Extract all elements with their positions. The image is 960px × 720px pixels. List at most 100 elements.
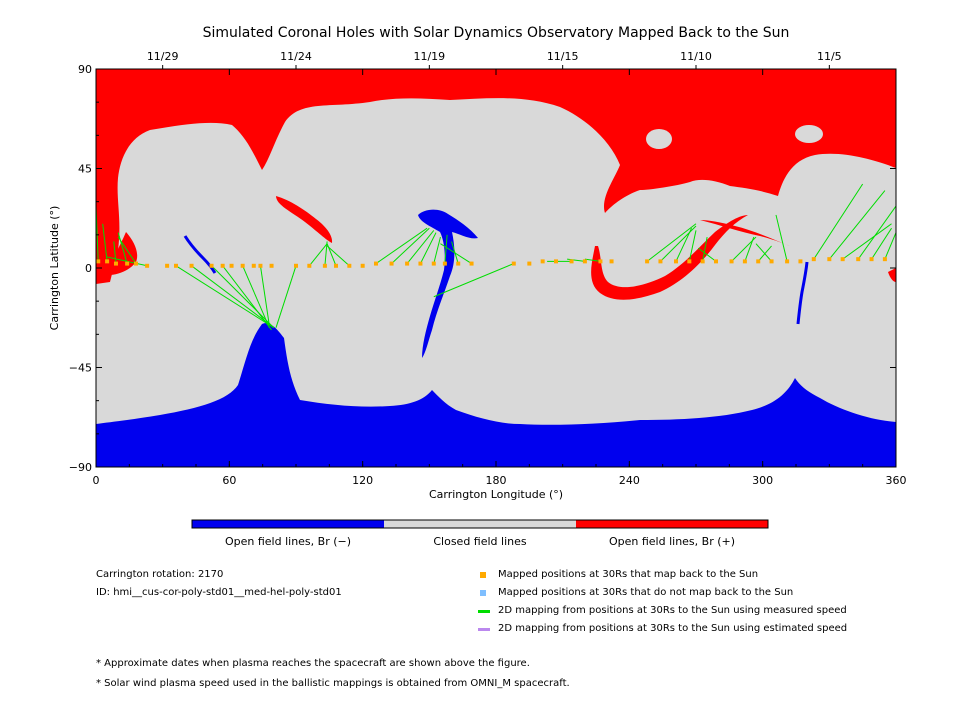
mapping-line	[755, 243, 772, 262]
color-bar-label: Open field lines, Br (+)	[609, 535, 735, 548]
mapping-line	[117, 236, 137, 264]
mapped-point	[189, 263, 194, 268]
mapped-point	[220, 263, 225, 268]
mapping-line	[326, 245, 350, 267]
mapping-line	[222, 265, 272, 331]
mapped-point	[307, 263, 312, 268]
mapping-line	[191, 265, 275, 329]
mapped-point	[569, 259, 574, 264]
mapped-point	[840, 257, 845, 262]
color-bar-segment	[576, 520, 768, 528]
mapped-point	[240, 263, 245, 268]
chart-title: Simulated Coronal Holes with Solar Dynam…	[203, 25, 790, 41]
mapped-point	[229, 263, 234, 268]
date-label: 11/29	[147, 50, 179, 63]
mapped-point	[769, 259, 774, 264]
mapping-line	[419, 232, 437, 264]
mapping-line	[646, 223, 697, 262]
mapped-point	[856, 257, 861, 262]
orange-square-icon	[480, 572, 486, 578]
legend-label: Mapped positions at 30Rs that do not map…	[498, 587, 794, 598]
mapping-line	[175, 265, 275, 329]
mapped-point	[527, 261, 532, 266]
date-label: 11/15	[547, 50, 579, 63]
mapping-line	[324, 241, 328, 266]
closed-island	[795, 125, 823, 143]
mapping-line	[884, 232, 896, 260]
light-blue-square-icon	[480, 590, 486, 596]
mapping-line	[102, 223, 108, 262]
mapped-point	[469, 261, 474, 266]
mapping-line	[440, 243, 472, 264]
mapping-line	[211, 265, 275, 329]
positive-edge-right	[888, 268, 896, 282]
mapping-line	[444, 234, 448, 264]
mapped-point	[609, 259, 614, 264]
y-tick-label: −90	[69, 461, 92, 474]
x-tick-label: 120	[352, 474, 373, 487]
mapped-point	[96, 259, 101, 264]
info-block: Carrington rotation: 2170 ID: hmi__cus-c…	[96, 566, 342, 602]
negative-streak-right	[796, 261, 809, 325]
y-tick-label: 0	[85, 262, 92, 275]
mapping-line	[308, 243, 328, 267]
mapped-point	[389, 261, 394, 266]
footnote: * Approximate dates when plasma reaches …	[96, 658, 530, 669]
mapping-line	[697, 247, 717, 262]
color-bar: Open field lines, Br (−) Closed field lin…	[191, 519, 769, 548]
mapped-point	[582, 259, 587, 264]
purple-line-icon	[478, 627, 490, 631]
mapped-point	[729, 259, 734, 264]
legend-label: 2D mapping from positions at 30Rs to the…	[498, 605, 847, 616]
mapped-point	[134, 261, 138, 266]
y-axis-label: Carrington Latitude (°)	[48, 206, 61, 331]
x-tick-label: 360	[886, 474, 907, 487]
date-label: 11/5	[817, 50, 842, 63]
mapping-line	[259, 265, 270, 326]
mapped-point	[174, 263, 178, 268]
green-line-icon	[478, 609, 490, 613]
mapped-point	[882, 257, 887, 262]
closed-island	[646, 129, 672, 149]
mapped-point	[360, 263, 365, 268]
legend-item: Mapped positions at 30Rs that do not map…	[478, 584, 847, 602]
mapping-line	[275, 265, 297, 328]
plot-area	[96, 69, 896, 467]
mapped-point	[658, 259, 663, 264]
legend-item: 2D mapping from positions at 30Rs to the…	[478, 620, 847, 638]
x-axis-label: Carrington Longitude (°)	[429, 488, 563, 501]
mapped-point	[827, 257, 832, 262]
mapping-line	[828, 190, 886, 260]
mapped-point	[456, 261, 461, 266]
mapped-point	[687, 259, 692, 264]
mapped-point	[645, 259, 650, 264]
mapped-point	[374, 261, 378, 266]
mapping-line	[688, 230, 697, 262]
color-bar-label: Closed field lines	[433, 535, 527, 548]
mapping-line	[107, 256, 148, 267]
mapping-line	[584, 258, 601, 262]
mapping-line	[113, 241, 117, 264]
mapped-point	[334, 263, 338, 268]
mapped-point	[598, 259, 603, 264]
mapped-point	[756, 259, 761, 264]
legend-label: 2D mapping from positions at 30Rs to the…	[498, 623, 848, 634]
mapped-point	[674, 259, 678, 264]
mapped-point	[258, 263, 263, 268]
mapping-line	[842, 223, 892, 260]
mapping-line	[857, 205, 896, 260]
mapped-point	[511, 261, 516, 266]
mapped-point	[165, 263, 170, 268]
mapped-point	[347, 263, 352, 268]
date-label: 11/24	[280, 50, 312, 63]
y-tick-label: −45	[69, 362, 92, 375]
mapped-point	[442, 261, 447, 266]
x-tick-label: 60	[222, 474, 236, 487]
mapping-line	[775, 214, 788, 262]
x-tick-label: 300	[752, 474, 773, 487]
model-id-text: ID: hmi__cus-cor-poly-std01__med-hel-pol…	[96, 587, 342, 598]
mapping-line	[117, 232, 128, 264]
axes: 0 60 120 180 240 300 360 90 45 0 −45 −90 11/29 11/24 1…	[69, 50, 907, 487]
mapped-point	[554, 259, 558, 264]
negative-streak-left	[183, 235, 217, 274]
